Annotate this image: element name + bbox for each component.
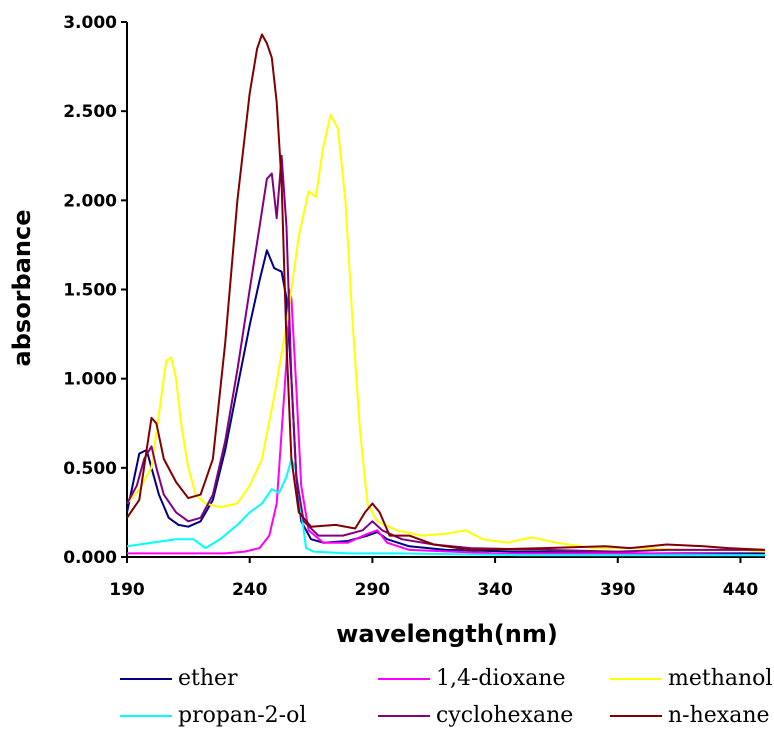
series-line-ether [126, 249, 765, 555]
legend-item: n-hexane [610, 703, 770, 728]
x-tick-label: 190 [109, 580, 145, 600]
y-tick-label: 2.500 [63, 102, 117, 122]
series-line-methanol [126, 113, 766, 553]
legend: ether 1,4-dioxane methanol propan-2-ol cyclo… [120, 666, 772, 728]
x-tick-label: 340 [477, 580, 513, 600]
y-tick-label: 0.000 [63, 548, 117, 568]
legend-item: 1,4-dioxane [378, 666, 566, 691]
y-tick-label: 3.000 [63, 13, 117, 33]
y-tick-label: 2.000 [63, 191, 117, 211]
legend-item: cyclohexane [378, 703, 573, 728]
y-tick-label: 1.000 [63, 370, 117, 390]
x-axis-title: wavelength(nm) [336, 620, 558, 648]
series-line-1-4-dioxane [127, 288, 766, 557]
y-tick-label: 1.500 [63, 281, 117, 301]
legend-label: 1,4-dioxane [436, 666, 566, 691]
legend-label: n-hexane [668, 703, 770, 728]
legend-label: methanol [668, 666, 772, 691]
series-line-cyclohexane [126, 154, 765, 553]
legend-label: propan-2-ol [178, 703, 306, 728]
x-tick-label: 390 [600, 580, 636, 600]
legend-label: ether [178, 666, 238, 691]
series-line-propan-2-ol [126, 457, 765, 557]
series-line-n-hexane [126, 33, 766, 551]
legend-label: cyclohexane [436, 703, 573, 728]
plot-area: 0.000 0.500 1.000 1.500 2.000 2.500 3.000 190 2… [63, 13, 766, 600]
y-tick-label: 0.500 [63, 459, 117, 479]
x-tick-label: 240 [232, 580, 268, 600]
series-lines [126, 33, 766, 557]
x-tick-label: 440 [723, 580, 759, 600]
y-axis-ticks: 0.000 0.500 1.000 1.500 2.000 2.500 3.000 [63, 13, 127, 568]
legend-item: methanol [610, 666, 772, 691]
legend-item: propan-2-ol [120, 703, 306, 728]
y-axis-title: absorbance [8, 210, 36, 367]
x-tick-label: 290 [355, 580, 391, 600]
x-axis-ticks: 190 240 290 340 390 440 [109, 557, 758, 600]
legend-item: ether [120, 666, 238, 691]
